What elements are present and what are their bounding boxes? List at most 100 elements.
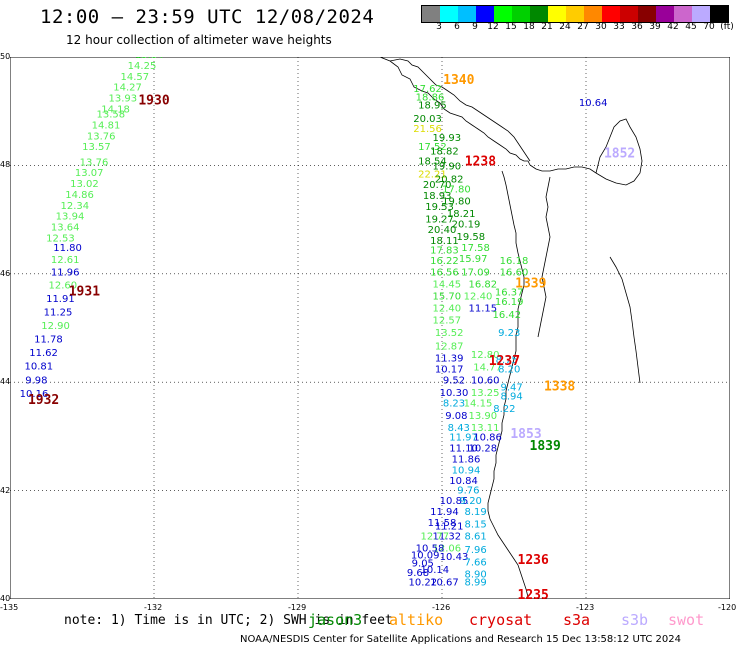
scale-swatch [674, 6, 692, 22]
wave-height-value: 10.22 [408, 577, 437, 588]
wave-height-value: 22.21 [418, 169, 447, 180]
wave-height-value: 10.30 [440, 388, 469, 399]
wave-height-value: 8.20 [498, 364, 520, 375]
wave-height-value: 8.75 [496, 355, 518, 366]
wave-height-map: 15.8414.2514.5714.2713.9314.1813.5814.81… [10, 57, 730, 599]
longitude-label: -129 [288, 603, 307, 612]
wave-height-value: 21.56 [413, 124, 442, 135]
wave-height-value: 18.95 [418, 100, 447, 111]
puget-sound [537, 176, 551, 338]
pass-time-label: 1338 [544, 379, 575, 394]
graticule [10, 57, 730, 599]
wave-height-value: 17.52 [418, 142, 447, 153]
wave-height-value: 11.94 [430, 507, 459, 518]
pass-time-label: 1839 [530, 439, 561, 454]
track-inland: 10.64 [579, 98, 608, 109]
legend-item-s3a: s3a [563, 611, 591, 629]
pass-time-label: 1237 [489, 354, 520, 369]
wave-height-value: 11.21 [435, 522, 464, 533]
wave-height-value: 11.97 [449, 433, 478, 444]
wave-height-value: 19.58 [456, 232, 485, 243]
wave-height-value: 20.70 [423, 180, 452, 191]
wave-height-value: 16.60 [500, 267, 529, 278]
latitude-label: 42 [0, 485, 11, 495]
scale-label: 39 [649, 22, 661, 32]
wave-height-value: 10.43 [440, 552, 469, 563]
wave-height-value: 14.27 [113, 83, 142, 94]
legend-item-jason3: jason3 [308, 611, 363, 629]
scale-label: 3 [436, 22, 442, 32]
wave-height-value: 11.32 [432, 531, 461, 542]
wave-height-value: 17.80 [442, 185, 471, 196]
wave-height-value: 8.61 [464, 531, 486, 542]
scale-swatch [458, 6, 476, 22]
wave-height-value: 9.08 [445, 411, 467, 422]
wave-height-value: 15.84 [135, 57, 164, 61]
wave-height-value: 8.99 [464, 577, 486, 588]
wave-height-value: 14.45 [432, 279, 461, 290]
wave-height-value: 12.60 [48, 280, 77, 291]
wave-height-value: 13.76 [87, 131, 116, 142]
wave-height-value: 10.94 [452, 465, 481, 476]
wave-height-value: 12.87 [435, 342, 464, 353]
wave-height-value: 12.34 [60, 201, 89, 212]
scale-label: 70 [703, 22, 715, 32]
wave-height-value: 14.77 [473, 362, 502, 373]
scale-swatch [494, 6, 512, 22]
wave-height-value: 16.19 [495, 297, 524, 308]
wave-height-value: 8.94 [500, 392, 522, 403]
coastline [379, 57, 643, 598]
wave-height-value: 14.15 [464, 399, 493, 410]
wave-height-value: 8.23 [443, 399, 465, 410]
scale-swatch [710, 6, 728, 22]
map-subtitle: 12 hour collection of altimeter wave hei… [66, 33, 332, 47]
legend-item-swot: swot [668, 611, 705, 629]
strait-of-georgia [389, 58, 531, 162]
wave-height-value: 16.42 [492, 310, 521, 321]
wave-height-value: 7.96 [464, 545, 486, 556]
wave-height-value: 8.19 [464, 507, 486, 518]
wave-height-value: 10.58 [416, 543, 445, 554]
scale-label: 45 [685, 22, 697, 32]
wave-height-value: 13.58 [96, 110, 125, 121]
wave-height-value: 17.83 [430, 246, 459, 257]
wave-height-value: 11.80 [53, 243, 82, 254]
latitude-label: 46 [0, 268, 11, 278]
pass-time-label: 1930 [138, 94, 169, 109]
wave-height-value: 8.90 [464, 569, 486, 580]
wave-height-value: 11.86 [452, 454, 481, 465]
scale-label: 6 [454, 22, 460, 32]
wave-height-value: 11.15 [468, 304, 497, 315]
pass-time-label: 1932 [28, 393, 59, 408]
scale-label: (ft) [720, 22, 734, 32]
wave-height-value: 13.02 [70, 179, 99, 190]
wave-height-value: 12.57 [432, 316, 461, 327]
wave-height-value: 13.07 [75, 168, 104, 179]
scale-label: 12 [487, 22, 499, 32]
wave-height-value: 11.91 [46, 294, 75, 305]
wave-height-value: 16.22 [430, 256, 459, 267]
latitude-label: 48 [0, 160, 11, 170]
wave-height-value: 11.96 [51, 267, 80, 278]
wave-height-value: 11.62 [29, 348, 58, 359]
pass-time-label: 1238 [465, 154, 496, 169]
pass-time-label: 1853 [510, 427, 541, 442]
wave-height-value: 9.05 [412, 558, 434, 569]
inland-lake [595, 118, 643, 186]
wave-height-value: 11.39 [435, 354, 464, 365]
latitude-label: 40 [0, 594, 11, 603]
longitude-label: -132 [144, 603, 163, 612]
scale-swatch [656, 6, 674, 22]
wave-height-value: 12.06 [432, 543, 461, 554]
wave-height-value: 19.93 [432, 133, 461, 144]
wave-height-value: 12.77 [420, 531, 449, 542]
wave-height-value: 12.80 [471, 350, 500, 361]
wave-height-value: 8.43 [448, 423, 470, 434]
wave-height-value: 10.86 [473, 433, 502, 444]
wave-height-value: 11.78 [34, 335, 63, 346]
wave-height-value: 11.58 [428, 518, 457, 529]
wave-height-value: 10.60 [471, 375, 500, 386]
scale-swatch [692, 6, 710, 22]
